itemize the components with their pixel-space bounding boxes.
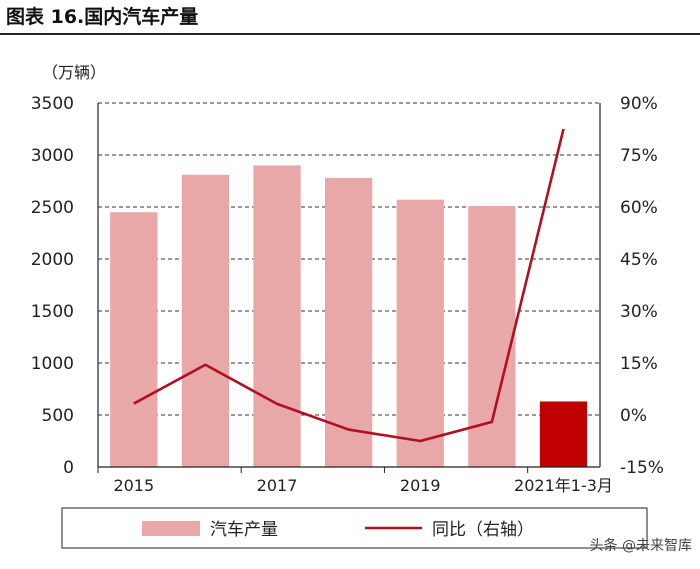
bar	[396, 199, 444, 467]
x-tick-label: 2017	[257, 476, 298, 495]
legend-swatch-bar	[142, 521, 200, 536]
legend: 汽车产量 同比（右轴）	[61, 507, 648, 549]
y-right-tick-label: 0%	[620, 406, 647, 426]
y-right-tick-label: 30%	[620, 302, 658, 322]
y-right-tick-label: 75%	[620, 146, 658, 166]
y-left-tick-label: 1500	[31, 302, 74, 322]
y-left-tick-label: 2500	[31, 198, 74, 218]
unit-label: （万辆）	[42, 63, 106, 82]
y-left-tick-label: 3500	[31, 94, 74, 114]
y-right-tick-label: 60%	[620, 198, 658, 218]
legend-label-line: 同比（右轴）	[432, 520, 534, 540]
x-tick-label: 2021年1-3月	[514, 476, 613, 495]
y-right-tick-label: 45%	[620, 250, 658, 270]
y-left-tick-label: 3000	[31, 146, 74, 166]
watermark: 头条 @未来智库	[589, 538, 692, 554]
bar	[539, 401, 588, 467]
legend-label-bar: 汽车产量	[210, 520, 278, 540]
bar	[110, 212, 158, 467]
yoy-line	[133, 128, 565, 443]
line-series	[133, 128, 565, 443]
x-tick-label: 2015	[113, 476, 154, 495]
bar	[468, 205, 516, 467]
axes	[97, 103, 601, 473]
y-right-tick-label: -15%	[620, 458, 664, 478]
y-left-tick-label: 500	[42, 406, 74, 426]
bar	[253, 165, 301, 467]
bar-series	[110, 165, 588, 467]
y-left-tick-label: 1000	[31, 354, 74, 374]
figure-title: 图表 16.国内汽车产量	[6, 6, 199, 28]
y-right-tick-label: 90%	[620, 94, 658, 114]
bar	[181, 174, 230, 467]
title-rule	[0, 33, 700, 35]
y-right-tick-label: 15%	[620, 354, 658, 374]
y-left-tick-label: 2000	[31, 250, 74, 270]
x-tick-label: 2019	[400, 476, 441, 495]
bar	[325, 177, 373, 467]
y-left-tick-label: 0	[63, 458, 74, 478]
tick-labels: 0 500 1000 1500 2000 2500 3000 3500 -15% 0% 15% 30%…	[31, 94, 664, 495]
